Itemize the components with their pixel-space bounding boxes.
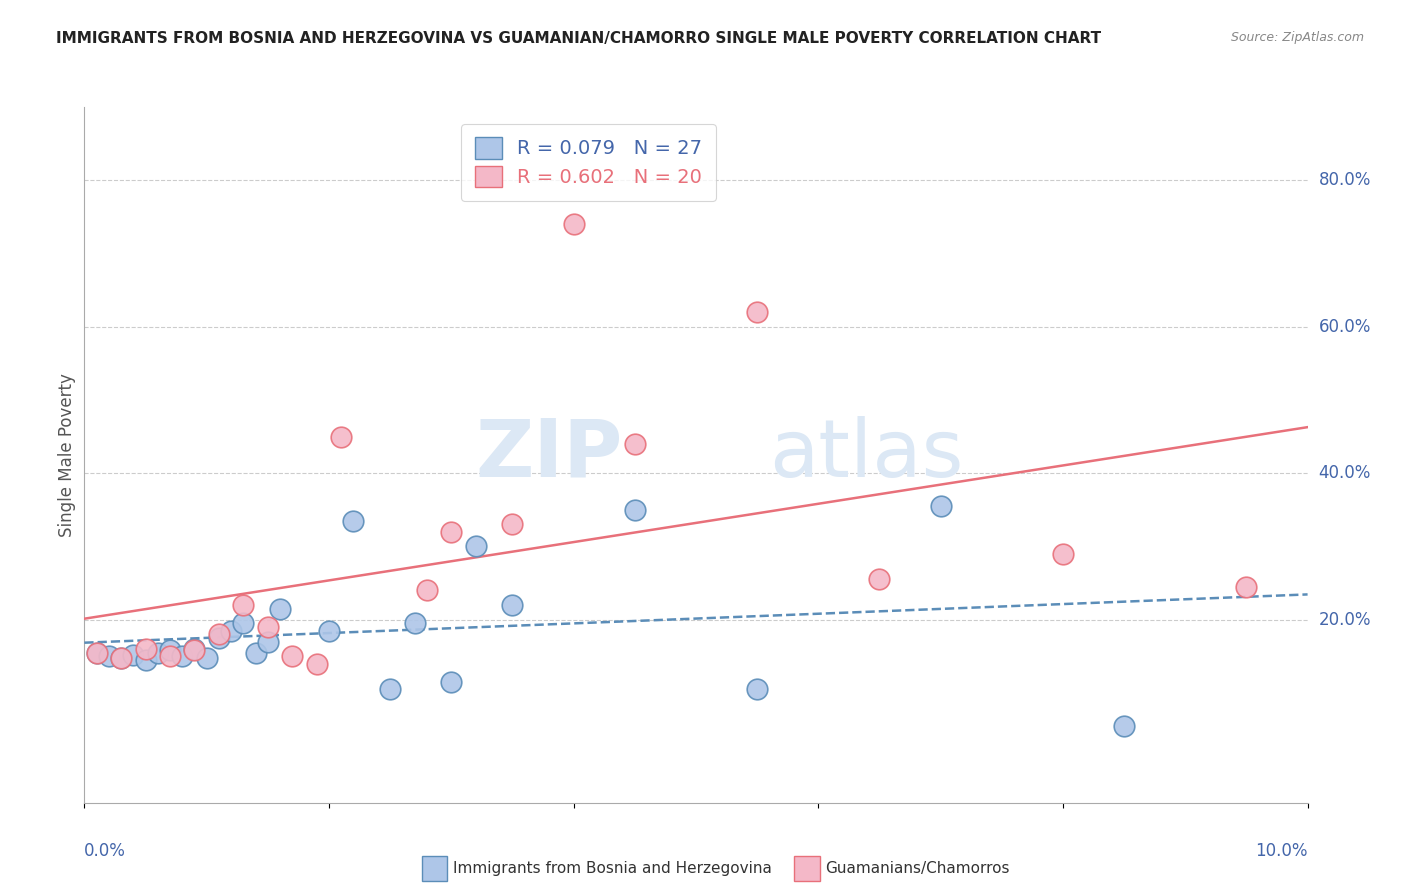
Point [122, 648, 145, 662]
Point [440, 524, 463, 539]
Point [257, 620, 280, 634]
Point [97, 649, 120, 664]
Text: Guamanians/Chamorros: Guamanians/Chamorros [825, 862, 1010, 876]
Point [1114, 719, 1136, 733]
Legend: R = 0.079   N = 27, R = 0.602   N = 20: R = 0.079 N = 27, R = 0.602 N = 20 [461, 124, 716, 201]
Point [110, 650, 132, 665]
Point [159, 649, 181, 664]
Text: 80.0%: 80.0% [1319, 171, 1371, 189]
Text: ZIP: ZIP [475, 416, 623, 494]
Point [318, 624, 340, 638]
Point [86, 646, 108, 660]
Point [135, 642, 157, 657]
Point [257, 634, 280, 648]
Point [195, 650, 218, 665]
Point [86, 646, 108, 660]
Point [232, 598, 254, 612]
Text: 10.0%: 10.0% [1256, 842, 1308, 860]
Point [1234, 580, 1257, 594]
Point [502, 598, 524, 612]
Point [269, 601, 291, 615]
Point [747, 305, 769, 319]
Point [380, 682, 402, 697]
Point [219, 624, 242, 638]
Text: 40.0%: 40.0% [1319, 464, 1371, 483]
Point [464, 540, 486, 554]
Point [747, 682, 769, 697]
Point [159, 643, 181, 657]
Text: 0.0%: 0.0% [84, 842, 127, 860]
Point [281, 649, 304, 664]
Point [305, 657, 328, 671]
Point [183, 643, 205, 657]
Point [929, 499, 952, 513]
Point [624, 503, 647, 517]
Point [624, 437, 647, 451]
Point [172, 649, 194, 664]
Point [404, 616, 426, 631]
Point [562, 217, 585, 231]
Text: IMMIGRANTS FROM BOSNIA AND HERZEGOVINA VS GUAMANIAN/CHAMORRO SINGLE MALE POVERTY: IMMIGRANTS FROM BOSNIA AND HERZEGOVINA V… [56, 31, 1101, 46]
Point [502, 517, 524, 532]
Point [416, 583, 439, 598]
Point [245, 646, 267, 660]
Point [440, 675, 463, 690]
Y-axis label: Single Male Poverty: Single Male Poverty [58, 373, 76, 537]
Point [183, 642, 205, 657]
Point [232, 616, 254, 631]
Point [146, 646, 169, 660]
Point [342, 514, 364, 528]
Point [869, 573, 891, 587]
Text: Immigrants from Bosnia and Herzegovina: Immigrants from Bosnia and Herzegovina [453, 862, 772, 876]
Text: atlas: atlas [769, 416, 963, 494]
Point [330, 429, 353, 443]
Point [208, 627, 231, 641]
Text: 60.0%: 60.0% [1319, 318, 1371, 335]
Point [1052, 547, 1074, 561]
Text: 20.0%: 20.0% [1319, 611, 1371, 629]
Point [110, 650, 132, 665]
Point [208, 631, 231, 645]
Text: Source: ZipAtlas.com: Source: ZipAtlas.com [1230, 31, 1364, 45]
Point [135, 653, 157, 667]
